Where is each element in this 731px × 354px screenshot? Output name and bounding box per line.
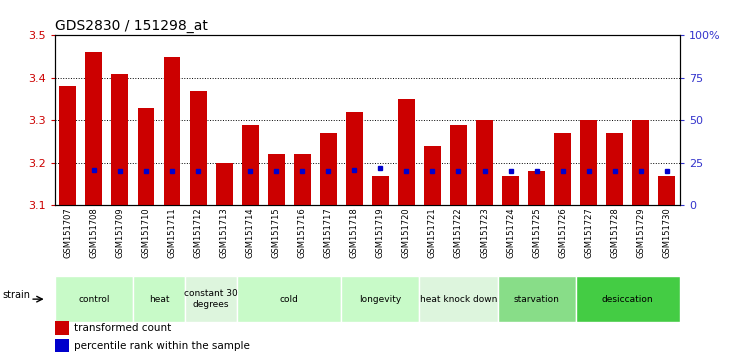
- Bar: [575, 276, 680, 322]
- Text: GSM151728: GSM151728: [610, 207, 619, 258]
- Text: GSM151721: GSM151721: [428, 207, 437, 257]
- Bar: [55, 339, 69, 352]
- Bar: [346, 112, 363, 205]
- Text: control: control: [78, 295, 110, 304]
- Bar: [606, 133, 624, 205]
- Bar: [372, 176, 389, 205]
- Bar: [242, 125, 259, 205]
- Text: GSM151707: GSM151707: [64, 207, 72, 258]
- Bar: [189, 91, 207, 205]
- Text: heat: heat: [148, 295, 170, 304]
- Text: GSM151723: GSM151723: [480, 207, 489, 258]
- Text: strain: strain: [3, 290, 31, 299]
- Bar: [185, 276, 237, 322]
- Text: starvation: starvation: [514, 295, 559, 304]
- Bar: [216, 163, 232, 205]
- Text: GSM151729: GSM151729: [636, 207, 645, 257]
- Text: GSM151724: GSM151724: [506, 207, 515, 257]
- Text: desiccation: desiccation: [602, 295, 654, 304]
- Bar: [55, 321, 69, 335]
- Text: transformed count: transformed count: [74, 323, 171, 333]
- Bar: [237, 276, 341, 322]
- Text: GSM151715: GSM151715: [272, 207, 281, 257]
- Text: cold: cold: [280, 295, 299, 304]
- Bar: [632, 120, 649, 205]
- Bar: [498, 276, 575, 322]
- Text: GSM151719: GSM151719: [376, 207, 385, 257]
- Bar: [398, 99, 415, 205]
- Bar: [420, 276, 498, 322]
- Text: GSM151726: GSM151726: [558, 207, 567, 258]
- Text: GSM151722: GSM151722: [454, 207, 463, 257]
- Text: GSM151713: GSM151713: [219, 207, 229, 258]
- Bar: [424, 146, 441, 205]
- Bar: [268, 154, 284, 205]
- Bar: [133, 276, 185, 322]
- Bar: [450, 125, 467, 205]
- Text: constant 30
degrees: constant 30 degrees: [184, 290, 238, 309]
- Text: GSM151717: GSM151717: [324, 207, 333, 258]
- Bar: [319, 133, 337, 205]
- Text: GSM151712: GSM151712: [194, 207, 202, 257]
- Bar: [659, 176, 675, 205]
- Text: GSM151727: GSM151727: [584, 207, 593, 258]
- Bar: [59, 86, 76, 205]
- Bar: [86, 52, 102, 205]
- Text: GSM151714: GSM151714: [246, 207, 254, 257]
- Text: GSM151710: GSM151710: [142, 207, 151, 257]
- Text: GSM151716: GSM151716: [298, 207, 307, 258]
- Bar: [476, 120, 493, 205]
- Text: GSM151711: GSM151711: [167, 207, 176, 257]
- Bar: [111, 74, 129, 205]
- Text: GSM151730: GSM151730: [662, 207, 671, 258]
- Text: GSM151725: GSM151725: [532, 207, 541, 257]
- Bar: [294, 154, 311, 205]
- Bar: [137, 108, 154, 205]
- Text: GSM151708: GSM151708: [89, 207, 99, 258]
- Text: longevity: longevity: [359, 295, 401, 304]
- Bar: [341, 276, 420, 322]
- Text: GSM151720: GSM151720: [402, 207, 411, 257]
- Bar: [528, 171, 545, 205]
- Bar: [580, 120, 597, 205]
- Text: GSM151709: GSM151709: [115, 207, 124, 257]
- Bar: [55, 276, 133, 322]
- Bar: [502, 176, 519, 205]
- Bar: [164, 57, 181, 205]
- Text: GSM151718: GSM151718: [350, 207, 359, 258]
- Text: heat knock down: heat knock down: [420, 295, 497, 304]
- Text: percentile rank within the sample: percentile rank within the sample: [74, 341, 249, 350]
- Text: GDS2830 / 151298_at: GDS2830 / 151298_at: [55, 19, 208, 33]
- Bar: [554, 133, 571, 205]
